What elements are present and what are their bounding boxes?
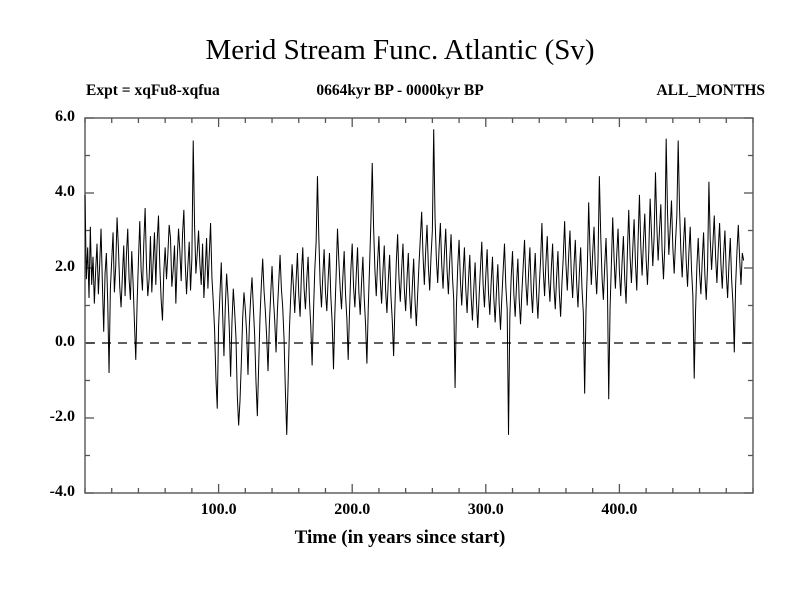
y-axis-tick-label: 6.0 — [55, 108, 75, 125]
page-title: Merid Stream Func. Atlantic (Sv) — [205, 34, 595, 66]
y-axis-tick-label: 0.0 — [55, 333, 75, 350]
x-axis-tick-label: 100.0 — [200, 501, 237, 518]
x-axis-tick-label: 400.0 — [601, 501, 638, 518]
y-axis-tick-label: 4.0 — [55, 183, 75, 200]
period-label: 0664kyr BP - 0000kyr BP — [316, 82, 484, 99]
x-axis-tick-label: 300.0 — [467, 501, 504, 518]
y-axis-tick-label: -2.0 — [49, 408, 75, 425]
x-axis-label: Time (in years since start) — [294, 527, 506, 548]
y-axis-tick-label: -4.0 — [49, 483, 75, 500]
experiment-label: Expt = xqFu8-xqfua — [86, 82, 220, 99]
x-axis-tick-label: 200.0 — [334, 501, 371, 518]
season-label: ALL_MONTHS — [656, 82, 765, 99]
y-axis-tick-label: 2.0 — [55, 258, 75, 275]
data-series-line — [84, 129, 745, 435]
plot-frame — [84, 117, 754, 494]
